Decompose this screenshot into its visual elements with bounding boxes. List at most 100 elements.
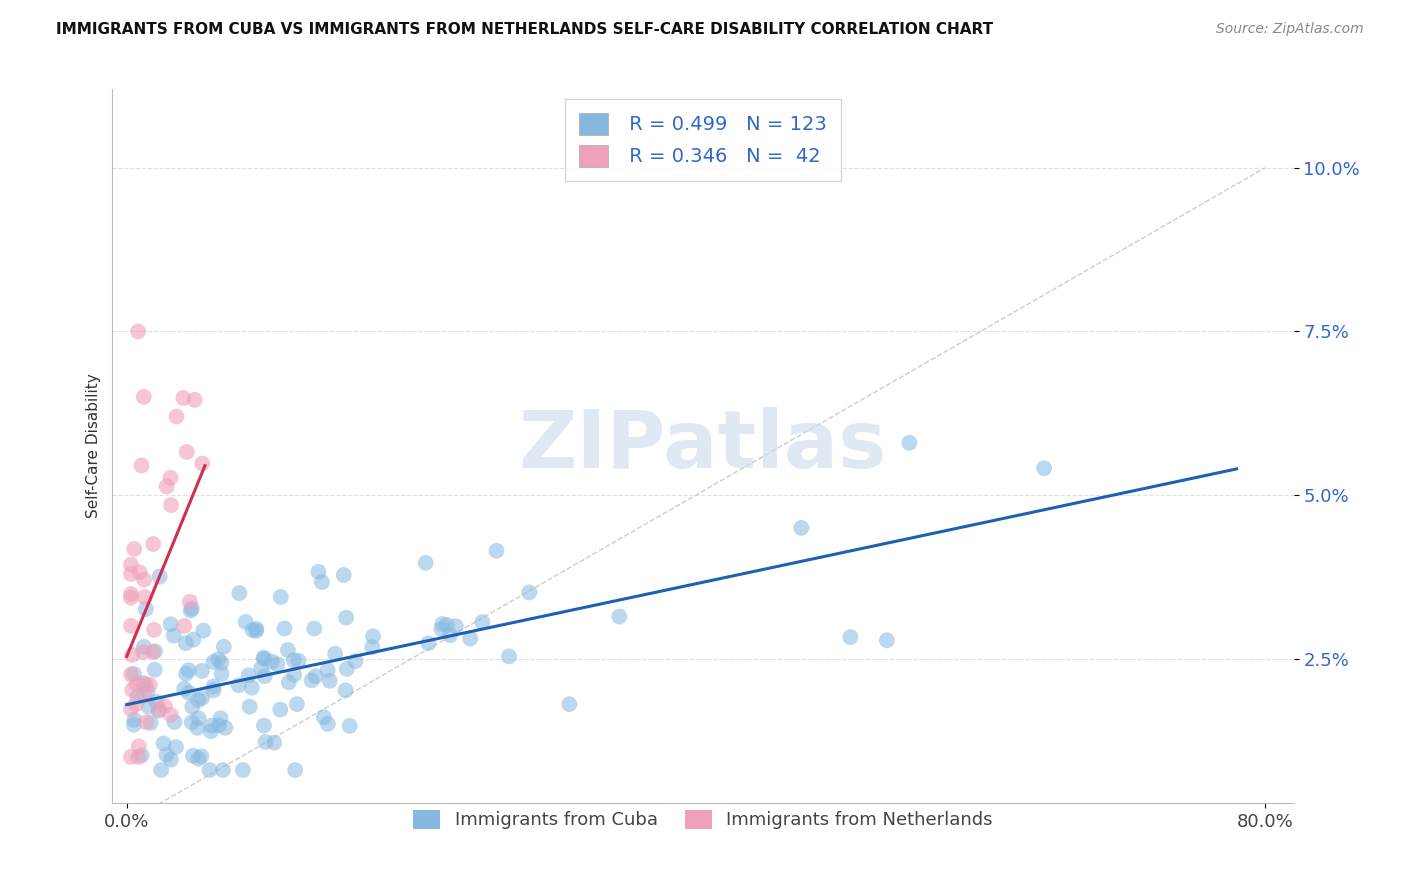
Point [122, 718, 145, 732]
Point [200, 724, 222, 739]
Point [132, 573, 155, 587]
Point [127, 750, 149, 764]
Point [173, 619, 195, 633]
Point [180, 603, 202, 617]
Point [191, 457, 214, 471]
Point [121, 648, 143, 662]
Point [283, 653, 305, 667]
Point [120, 667, 142, 681]
Point [122, 666, 145, 681]
Point [332, 568, 354, 582]
Point [149, 569, 172, 583]
Point [134, 689, 156, 703]
Point [159, 707, 181, 722]
Point [142, 537, 165, 551]
Point [120, 558, 142, 572]
Point [198, 763, 221, 777]
Point [136, 684, 159, 698]
Point [323, 647, 346, 661]
Point [263, 736, 285, 750]
Point [132, 390, 155, 404]
Point [273, 622, 295, 636]
Point [1033, 461, 1056, 475]
Point [143, 623, 166, 637]
Point [211, 666, 233, 681]
Point [191, 690, 214, 705]
Point [186, 721, 208, 735]
Point [159, 617, 181, 632]
Point [270, 590, 292, 604]
Point [253, 652, 276, 666]
Point [790, 521, 813, 535]
Point [287, 654, 309, 668]
Point [202, 680, 225, 694]
Y-axis label: Self-Care Disability: Self-Care Disability [86, 374, 101, 518]
Text: IMMIGRANTS FROM CUBA VS IMMIGRANTS FROM NETHERLANDS SELF-CARE DISABILITY CORRELA: IMMIGRANTS FROM CUBA VS IMMIGRANTS FROM … [56, 22, 994, 37]
Point [312, 710, 335, 724]
Point [260, 655, 283, 669]
Point [187, 693, 209, 707]
Point [132, 640, 155, 654]
Point [430, 617, 453, 632]
Point [235, 615, 257, 629]
Point [180, 601, 202, 615]
Point [277, 675, 299, 690]
Point [304, 622, 326, 636]
Point [131, 458, 153, 473]
Point [361, 629, 384, 643]
Point [172, 391, 194, 405]
Point [120, 567, 142, 582]
Point [193, 624, 215, 638]
Point [242, 623, 264, 637]
Point [124, 713, 146, 727]
Point [898, 435, 921, 450]
Point [301, 673, 323, 688]
Point [245, 624, 267, 638]
Point [344, 654, 367, 668]
Point [128, 565, 150, 579]
Point [187, 751, 209, 765]
Point [159, 471, 181, 485]
Point [127, 690, 149, 704]
Point [336, 662, 359, 676]
Point [120, 702, 142, 716]
Point [517, 585, 540, 599]
Point [152, 736, 174, 750]
Point [415, 556, 437, 570]
Point [228, 678, 250, 692]
Point [135, 677, 157, 691]
Point [148, 704, 170, 718]
Point [430, 622, 453, 636]
Point [202, 683, 225, 698]
Point [181, 748, 204, 763]
Point [240, 681, 263, 695]
Point [214, 721, 236, 735]
Point [266, 657, 288, 672]
Point [418, 636, 440, 650]
Point [180, 715, 202, 730]
Point [190, 749, 212, 764]
Point [228, 586, 250, 600]
Point [163, 629, 186, 643]
Point [254, 735, 277, 749]
Point [181, 699, 204, 714]
Point [174, 666, 197, 681]
Point [316, 717, 339, 731]
Point [558, 697, 581, 711]
Point [284, 763, 307, 777]
Point [165, 739, 187, 754]
Point [191, 664, 214, 678]
Point [269, 703, 291, 717]
Point [120, 750, 142, 764]
Point [308, 565, 330, 579]
Point [436, 617, 458, 632]
Point [238, 668, 260, 682]
Point [127, 325, 149, 339]
Point [335, 610, 357, 624]
Point [439, 628, 461, 642]
Point [485, 543, 508, 558]
Point [160, 753, 183, 767]
Point [163, 714, 186, 729]
Point [148, 702, 170, 716]
Point [212, 640, 235, 654]
